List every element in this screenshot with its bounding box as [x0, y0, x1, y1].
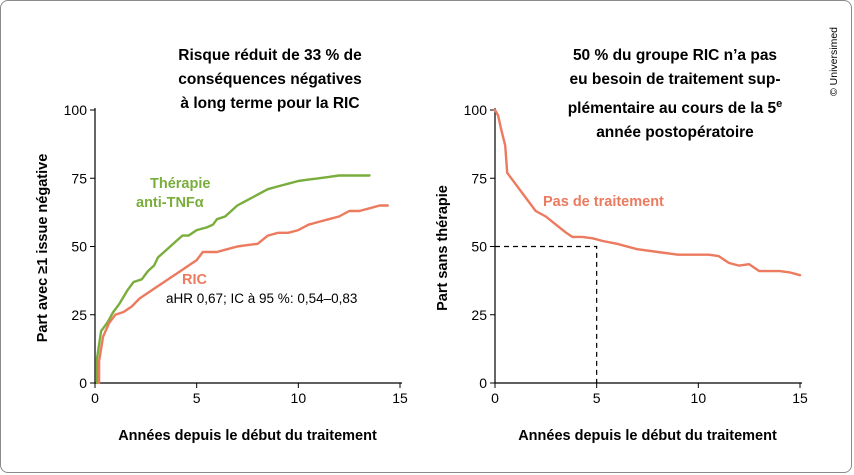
right-x-tick-label: 5 [593, 390, 601, 406]
left-y-tick-label: 0 [79, 375, 87, 391]
left-y-tick-label: 75 [71, 170, 87, 186]
right-title-line-4: année postopératoire [596, 124, 754, 142]
left-series-line-2 [97, 204, 389, 385]
right-y-axis-label: Part sans thérapie [435, 185, 451, 311]
right-reference-dashed-line [495, 245, 598, 383]
right-y-tick-label: 75 [471, 170, 487, 186]
left-chart-title: Risque réduit de 33 % de conséquences né… [150, 44, 390, 116]
left-title-line-1: Risque réduit de 33 % de [178, 47, 362, 64]
left-y-axis-label: Part avec ≥1 issue négative [35, 154, 51, 343]
right-title-superscript: e [776, 98, 783, 110]
right-series-line-1 [493, 108, 802, 277]
left-x-tick-label: 10 [291, 390, 307, 406]
right-chart-title: 50 % du groupe RIC n’a pas eu besoin de … [550, 44, 800, 145]
left-x-axis-label: Années depuis le début du traitement [118, 428, 377, 444]
left-y-tick-label: 50 [71, 239, 87, 255]
right-annotation-series: Pas de traitement [543, 194, 664, 210]
right-x-axis-label: Années depuis le début du traitement [518, 428, 777, 444]
left-annotation-tnf_line1: Thérapie [150, 176, 210, 192]
right-y-tick-label: 50 [471, 239, 487, 255]
left-annotation-hr: aHR 0,67; IC à 95 %: 0,54–0,83 [166, 291, 357, 306]
left-annotation-ric: RIC [182, 272, 208, 288]
right-x-tick-label: 0 [491, 390, 499, 406]
right-x-tick-label: 15 [792, 390, 808, 406]
left-annotation-tnf_line2: anti-TNFα [136, 195, 204, 211]
left-title-line-2: conséquences négatives [178, 71, 362, 88]
left-y-tick-label: 100 [64, 102, 88, 118]
left-x-tick-label: 15 [392, 390, 408, 406]
left-series-line-1 [95, 174, 371, 385]
right-y-tick-label: 0 [479, 375, 487, 391]
right-title-line-1: 50 % du groupe RIC n’a pas [572, 47, 778, 64]
left-title-line-3: à long terme pour la RIC [180, 95, 360, 112]
left-y-tick-label: 25 [71, 307, 87, 323]
right-x-tick-label: 10 [691, 390, 707, 406]
right-y-tick-label: 100 [464, 102, 488, 118]
left-x-tick-label: 0 [91, 390, 99, 406]
left-x-tick-label: 5 [193, 390, 201, 406]
right-title-line-2: eu besoin de traitement sup- [569, 71, 781, 88]
right-y-tick-label: 25 [471, 307, 487, 323]
right-title-line-3-text: plémentaire au cours de la 5 [567, 100, 777, 118]
right-title-line-3: plémentaire au cours de la 5e [550, 92, 800, 121]
